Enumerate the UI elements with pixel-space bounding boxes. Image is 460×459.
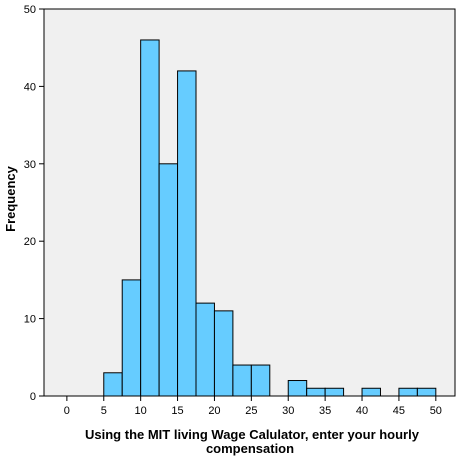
- y-tick-label: 20: [24, 236, 36, 248]
- histogram-bar: [213, 310, 234, 397]
- x-tick-label: 25: [245, 405, 257, 417]
- histogram-bar: [416, 387, 437, 397]
- x-tick-label: 40: [356, 405, 368, 417]
- x-axis-title-line-2: compensation: [206, 441, 294, 456]
- y-tick-label: 50: [24, 4, 36, 16]
- x-axis: 0 5 10 15 20 25 30 35 40 45 50: [64, 396, 442, 417]
- y-tick-label: 0: [30, 391, 36, 403]
- histogram-bar: [177, 70, 197, 397]
- x-tick-label: 35: [319, 405, 331, 417]
- histogram-bar: [121, 279, 142, 397]
- x-tick-label: 5: [101, 405, 107, 417]
- histogram-bar: [103, 372, 123, 397]
- histogram-bar: [158, 163, 179, 397]
- histogram-bar: [324, 387, 345, 397]
- y-axis-title: Frequency: [3, 165, 18, 232]
- x-tick-label: 30: [282, 405, 294, 417]
- y-tick-label: 40: [24, 81, 36, 93]
- x-axis-title-line-1: Using the MIT living Wage Calulator, ent…: [85, 427, 420, 442]
- x-tick-label: 50: [430, 405, 442, 417]
- x-tick-label: 0: [64, 405, 70, 417]
- y-tick-label: 30: [24, 159, 36, 171]
- x-tick-label: 45: [393, 405, 405, 417]
- bars: [103, 39, 437, 397]
- histogram-bar: [232, 364, 252, 397]
- histogram-bar: [287, 380, 308, 397]
- histogram-bar: [195, 302, 215, 397]
- x-tick-label: 10: [135, 405, 147, 417]
- histogram-bar: [250, 364, 271, 397]
- y-axis: 0 10 20 30 40 50: [24, 4, 44, 403]
- x-tick-label: 20: [208, 405, 220, 417]
- histogram-bar: [306, 387, 326, 397]
- histogram-bar: [361, 387, 381, 397]
- x-tick-label: 15: [171, 405, 183, 417]
- histogram-bar: [398, 387, 418, 397]
- histogram-bar: [140, 39, 160, 397]
- y-tick-label: 10: [24, 314, 36, 326]
- plot-area: [43, 8, 456, 397]
